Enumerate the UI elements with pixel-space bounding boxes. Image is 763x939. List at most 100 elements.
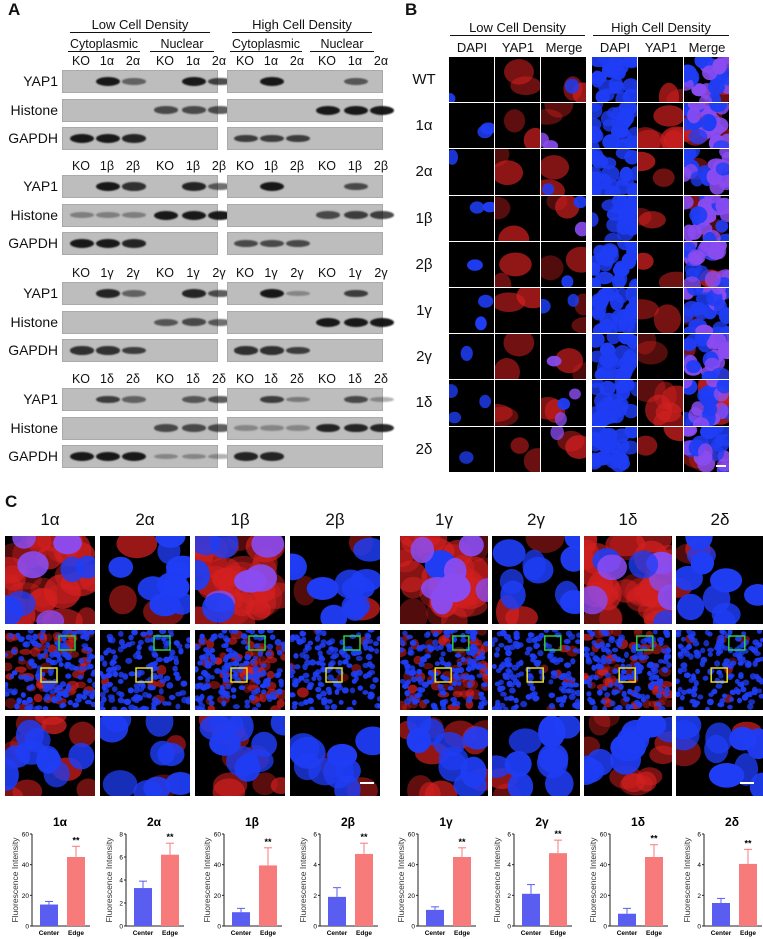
blot-band (260, 239, 284, 248)
blot-band (208, 318, 232, 326)
micrograph-high-dapi (592, 57, 637, 103)
y-tick-label: 20 (22, 893, 30, 900)
blot-low-density (62, 127, 218, 150)
y-axis-label: Fluorescence Intensity (298, 837, 308, 923)
panel-label-c: C (5, 492, 18, 511)
micrograph-low-dapi (449, 380, 494, 426)
blot-band (96, 212, 120, 218)
micrograph-high-dapi (592, 103, 637, 149)
y-tick-label: 0 (507, 924, 511, 931)
x-tick-label: Edge (454, 930, 470, 937)
lane-label: 2γ (374, 266, 388, 280)
blot-band (182, 210, 206, 220)
header-high-density-b: High Cell Density (593, 20, 729, 36)
micrograph-high-merge (684, 57, 729, 103)
blot-band (208, 183, 232, 190)
y-tick-label: 0 (697, 924, 701, 931)
micrograph-high-dapi (592, 241, 637, 287)
micrograph-low-yap1 (495, 57, 540, 103)
blot-band (260, 395, 284, 404)
column-label: Merge (688, 40, 726, 55)
blot-band (122, 290, 146, 297)
lane-label: KO (317, 159, 337, 173)
significance-annotation: ** (650, 834, 658, 844)
y-tick-label: 40 (600, 862, 608, 869)
blot-band (370, 396, 394, 403)
lane-label: 1α (99, 54, 115, 68)
bar-center (618, 913, 636, 926)
blot-band (96, 182, 120, 191)
bar-chart: 2α Fluorescence Intensity 0 2 4 6 8 Center Edge *… (104, 815, 184, 937)
header-cyto-high: Cytoplasmic (230, 37, 302, 52)
y-axis-label: Fluorescence Intensity (202, 837, 212, 923)
blot-band (182, 453, 206, 460)
colony-overview-image (492, 630, 580, 710)
blot-band (344, 211, 368, 219)
micrograph-low-merge (541, 57, 586, 103)
micrograph-high-merge (684, 149, 729, 195)
image-column-title: 1α (40, 510, 60, 529)
blot-low-density (62, 98, 232, 122)
chart-title: 2δ (725, 815, 739, 829)
bar-chart: 1β Fluorescence Intensity 0 20 40 60 Center Edg… (202, 815, 282, 937)
x-tick-label: Center (231, 930, 252, 937)
lane-label: 1γ (348, 266, 362, 280)
column-label: YAP1 (644, 40, 678, 55)
blot-low-density (62, 416, 232, 440)
colony-overview-image (676, 630, 763, 710)
lane-label: KO (71, 372, 91, 386)
micrograph-high-yap1 (638, 334, 683, 380)
x-tick-label: Center (521, 930, 542, 937)
lane-label: KO (235, 266, 255, 280)
scale-bar (716, 465, 726, 467)
blot-high-density (227, 388, 394, 411)
center-roi-box (710, 667, 728, 683)
lane-label: 1α (263, 54, 279, 68)
micrograph-high-merge (684, 195, 729, 241)
bar-edge (739, 863, 757, 926)
micrograph-high-merge (684, 380, 729, 426)
blot-row-label: Histone (10, 206, 58, 223)
bar-chart: 2δ Fluorescence Intensity 0 2 4 6 Center Edge ** (682, 815, 762, 937)
blot-band (286, 396, 310, 403)
y-tick-label: 4 (507, 862, 511, 869)
y-tick-label: 40 (408, 862, 416, 869)
blot-high-density (227, 339, 383, 362)
lane-label: 2α (289, 54, 305, 68)
bar-edge (161, 854, 179, 926)
bar-center (712, 903, 730, 926)
blot-band (286, 346, 310, 355)
y-axis-label: Fluorescence Intensity (104, 837, 114, 923)
micrograph-high-dapi (592, 334, 637, 380)
lane-label: KO (155, 266, 175, 280)
blot-high-density (227, 445, 383, 468)
zoom-edge-image (400, 536, 488, 624)
lane-label: 2δ (290, 372, 304, 386)
micrograph-high-yap1 (638, 57, 683, 103)
micrograph-low-dapi (449, 241, 494, 287)
y-tick-label: 2 (313, 893, 317, 900)
chart-title: 2β (341, 815, 355, 829)
blot-band (154, 210, 178, 220)
x-tick-label: Edge (550, 930, 566, 937)
significance-annotation: ** (166, 832, 174, 842)
colony-overview-image (5, 630, 95, 710)
micrograph-low-dapi (449, 195, 494, 241)
chart-title: 2α (147, 815, 162, 829)
blot-band (260, 346, 284, 355)
significance-annotation: ** (744, 838, 752, 848)
lane-label: KO (317, 54, 337, 68)
lane-label: 1β (185, 159, 201, 173)
blot-band (96, 452, 120, 461)
blot-band (70, 212, 94, 218)
y-tick-label: 0 (119, 924, 123, 931)
bar-chart: 1α Fluorescence Intensity 0 20 40 60 Center Edg… (10, 815, 90, 937)
chart-title: 1β (245, 815, 259, 829)
significance-annotation: ** (458, 837, 466, 847)
lane-label: 2γ (212, 266, 226, 280)
zoom-center-image (676, 716, 763, 796)
x-tick-label: Edge (646, 930, 662, 937)
lane-label: 1β (99, 159, 115, 173)
lane-label: KO (71, 159, 91, 173)
micrograph-high-yap1 (638, 195, 683, 241)
